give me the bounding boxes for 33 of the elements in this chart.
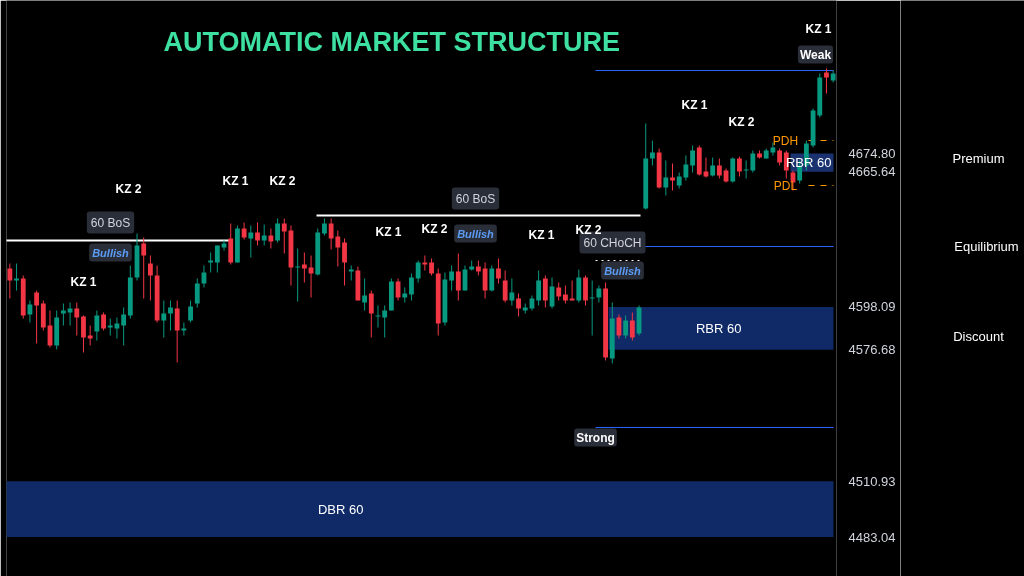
annotation: Bullish (457, 227, 495, 240)
ref-line-label: PDH (772, 133, 799, 148)
annotation: KZ 1 (528, 227, 555, 242)
text: Discount (953, 329, 1005, 344)
annotation: KZ 1 (375, 224, 402, 239)
annotation: Strong (576, 430, 615, 445)
annotation: KZ 2 (575, 222, 602, 237)
ref-line-label: PDL (773, 178, 798, 193)
annotation: KZ 2 (115, 181, 142, 196)
y-tick-label: 4483.04 (848, 529, 896, 545)
band-label: DBR 60 (317, 501, 364, 517)
ref-line-label: 60 BoS (455, 191, 496, 206)
text: AUTOMATIC MARKET STRUCTURE (163, 26, 620, 57)
annotation: KZ 1 (222, 173, 249, 188)
annotation: KZ 1 (681, 97, 708, 112)
text: Premium (952, 151, 1005, 166)
y-tick-label: 4674.80 (848, 146, 896, 161)
annotation: KZ 1 (70, 274, 97, 289)
y-tick-label: 4665.64 (848, 164, 896, 180)
annotation: Weak (799, 47, 832, 62)
ref-line-label: 60 BoS (90, 215, 131, 230)
annotation: Bullish (92, 246, 130, 259)
annotation: KZ 1 (805, 21, 832, 36)
y-tick-label: 4510.93 (848, 473, 896, 489)
annotation: KZ 2 (728, 114, 755, 129)
band-label: RBR 60 (695, 320, 742, 336)
annotation: KZ 2 (421, 221, 448, 236)
annotation: KZ 2 (269, 173, 296, 188)
y-tick-label: 4576.68 (848, 342, 896, 358)
y-tick-label: 4598.09 (848, 299, 896, 315)
text: Equilibrium (954, 239, 1019, 254)
annotation: Bullish (604, 264, 642, 277)
ref-line-label: 60 CHoCH (583, 235, 642, 250)
